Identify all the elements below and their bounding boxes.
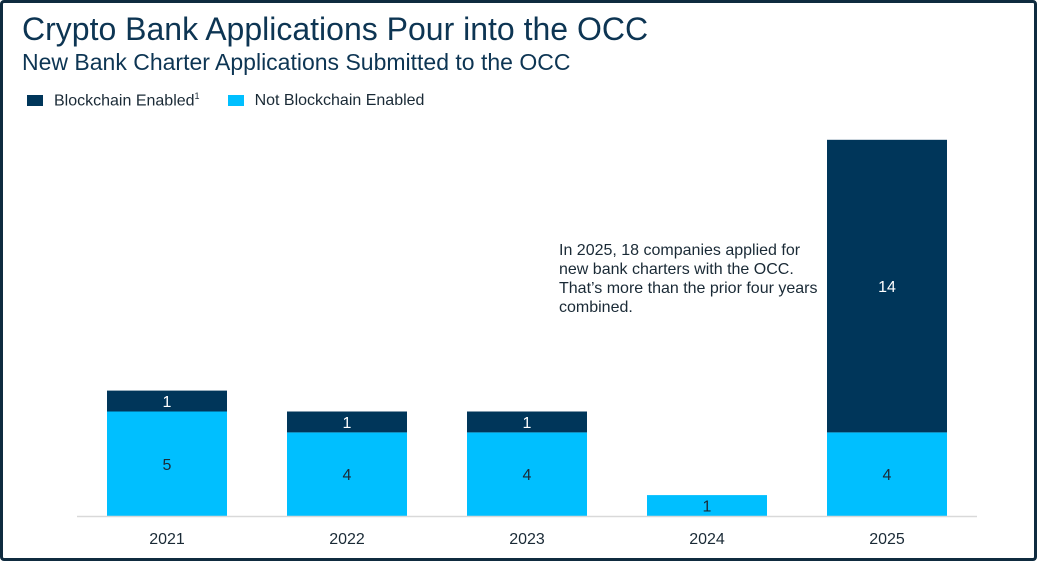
chart-title: Crypto Bank Applications Pour into the O…: [22, 11, 649, 47]
bar-blockchain-2021: [107, 390, 227, 412]
bar-blockchain-2025: [827, 139, 947, 433]
bar-not-blockchain-2022: [287, 432, 407, 516]
chart-legend: Blockchain Enabled1 Not Blockchain Enabl…: [27, 91, 452, 110]
legend-item-blockchain: Blockchain Enabled1: [27, 91, 200, 110]
legend-item-not-blockchain: Not Blockchain Enabled: [227, 91, 425, 110]
data-label-blockchain-2021: 1: [163, 394, 172, 411]
x-tick-label-2023: 2023: [509, 531, 545, 548]
data-label-not-blockchain-2024: 1: [703, 499, 712, 516]
bar-blockchain-2022: [287, 411, 407, 433]
bar-not-blockchain-2025: [827, 432, 947, 516]
data-label-blockchain-2025: 14: [878, 279, 896, 296]
bar-not-blockchain-2024: [647, 495, 767, 516]
data-label-blockchain-2022: 1: [343, 415, 352, 432]
bar-not-blockchain-2021: [107, 411, 227, 516]
chart-subtitle: New Bank Charter Applications Submitted …: [22, 49, 571, 75]
legend-swatch-blockchain: [27, 95, 43, 107]
bar-not-blockchain-2023: [467, 432, 587, 516]
x-tick-label-2021: 2021: [149, 531, 185, 548]
data-label-not-blockchain-2022: 4: [343, 467, 352, 484]
legend-label-not-blockchain: Not Blockchain Enabled: [254, 91, 425, 109]
legend-label-blockchain: Blockchain Enabled1: [54, 91, 200, 110]
x-tick-label-2022: 2022: [329, 531, 365, 548]
x-tick-label-2025: 2025: [869, 531, 905, 548]
legend-footnote-marker: 1: [194, 91, 200, 101]
data-label-not-blockchain-2023: 4: [523, 467, 532, 484]
data-label-not-blockchain-2025: 4: [883, 467, 892, 484]
chart-annotation: In 2025, 18 companies applied for new ba…: [559, 242, 818, 316]
legend-swatch-not-blockchain: [227, 95, 244, 107]
x-tick-label-2024: 2024: [689, 531, 725, 548]
data-label-blockchain-2023: 1: [523, 415, 532, 432]
bar-blockchain-2023: [467, 411, 587, 433]
data-label-not-blockchain-2021: 5: [163, 457, 172, 474]
